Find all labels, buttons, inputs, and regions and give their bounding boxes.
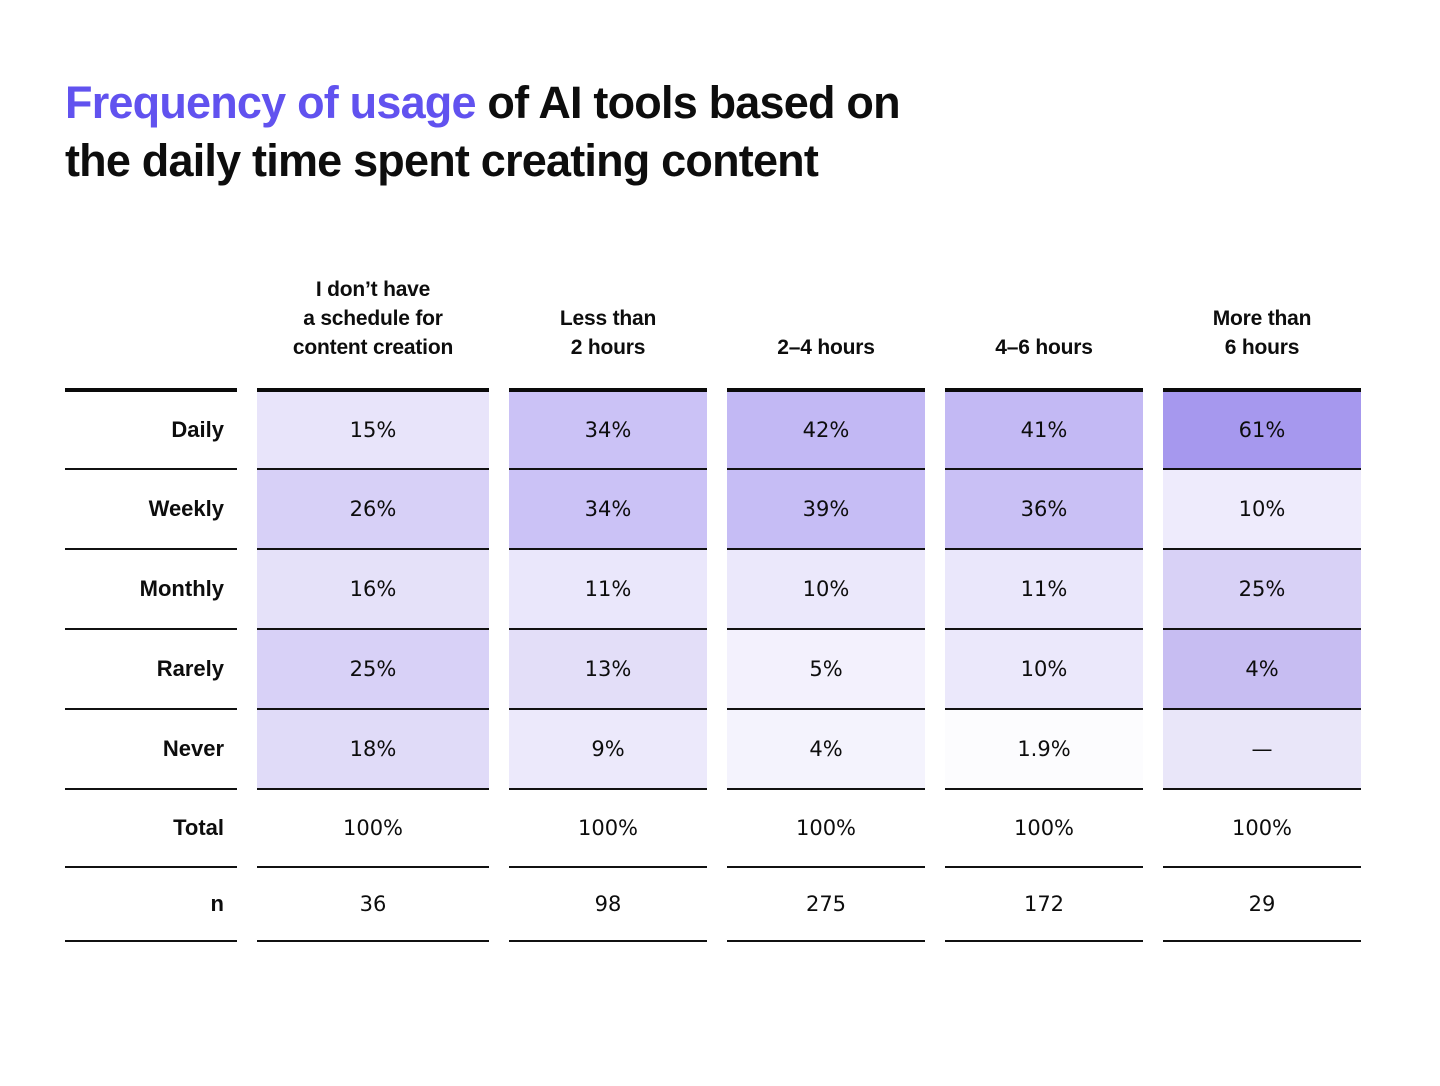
heatmap-cell: 42% [727, 388, 925, 468]
page-title: Frequency of usage of AI tools based on t… [65, 74, 901, 189]
column-header: I don’t have a schedule for content creati… [257, 250, 489, 388]
row-labels-column: Daily Weekly Monthly Rarely Never Total n [65, 250, 237, 942]
row-label: Daily [65, 388, 237, 468]
sample-size-cell: 98 [509, 866, 707, 940]
column-header-line: 4–6 hours [995, 336, 1093, 359]
row-label: Never [65, 708, 237, 788]
heatmap-cell: 1.9% [945, 708, 1143, 788]
heatmap-cell: 9% [509, 708, 707, 788]
row-label: Rarely [65, 628, 237, 708]
column-header-line: content creation [292, 336, 454, 359]
total-cell: 100% [257, 788, 489, 866]
heatmap-cell: 26% [257, 468, 489, 548]
heatmap-cell: 4% [1163, 628, 1361, 708]
title-highlight: Frequency of usage [65, 77, 477, 128]
column-header-line: a schedule for [303, 307, 443, 330]
column-header: More than 6 hours [1163, 250, 1361, 388]
sample-size-cell: 29 [1163, 866, 1361, 940]
heatmap-cell: — [1163, 708, 1361, 788]
heatmap-cell: 11% [945, 548, 1143, 628]
heatmap-cell: 36% [945, 468, 1143, 548]
row-label: Weekly [65, 468, 237, 548]
heatmap-cell: 25% [257, 628, 489, 708]
row-labels-header-spacer [65, 250, 237, 388]
total-cell: 100% [1163, 788, 1361, 866]
column-header-line: 2 hours [570, 336, 646, 359]
column-header-line: Less than [559, 307, 657, 330]
row-label: Total [65, 788, 237, 866]
heatmap-cell: 10% [945, 628, 1143, 708]
heatmap-cell: 10% [1163, 468, 1361, 548]
sample-size-cell: 275 [727, 866, 925, 940]
column-header-line: I don’t have [315, 278, 431, 301]
row-label: n [65, 866, 237, 940]
heatmap-cell: 25% [1163, 548, 1361, 628]
data-column: 2–4 hours 42% 39% 10% 5% 4% 100% 275 [727, 250, 925, 942]
heatmap-cell: 15% [257, 388, 489, 468]
total-cell: 100% [727, 788, 925, 866]
column-header: 4–6 hours [945, 250, 1143, 388]
heatmap-cell: 41% [945, 388, 1143, 468]
sample-size-cell: 36 [257, 866, 489, 940]
data-column: Less than 2 hours 34% 34% 11% 13% 9% 100% 98 [509, 250, 707, 942]
heatmap-cell: 34% [509, 388, 707, 468]
total-cell: 100% [509, 788, 707, 866]
total-cell: 100% [945, 788, 1143, 866]
heatmap-cell: 5% [727, 628, 925, 708]
column-header-line: 6 hours [1224, 336, 1300, 359]
data-column: More than 6 hours 61% 10% 25% 4% —100% 29 [1163, 250, 1361, 942]
heatmap-cell: 18% [257, 708, 489, 788]
sample-size-cell: 172 [945, 866, 1143, 940]
heatmap-cell: 11% [509, 548, 707, 628]
heatmap-cell: 16% [257, 548, 489, 628]
column-header-line: 2–4 hours [777, 336, 875, 359]
column-header: 2–4 hours [727, 250, 925, 388]
data-column: I don’t have a schedule for content creati… [257, 250, 489, 942]
column-header-line: More than [1212, 307, 1312, 330]
heatmap-cell: 4% [727, 708, 925, 788]
heatmap-cell: 10% [727, 548, 925, 628]
title-rest: of AI tools based on [475, 77, 900, 128]
data-column: 4–6 hours 41% 36% 11% 10% 1.9% 100% 172 [945, 250, 1143, 942]
heatmap-cell: 13% [509, 628, 707, 708]
heatmap-cell: 34% [509, 468, 707, 548]
title-line2: the daily time spent creating content [65, 134, 819, 186]
heatmap-cell: 61% [1163, 388, 1361, 468]
heatmap-table: Daily Weekly Monthly Rarely Never Total n I don… [65, 250, 1361, 942]
heatmap-cell: 39% [727, 468, 925, 548]
column-header: Less than 2 hours [509, 250, 707, 388]
row-label: Monthly [65, 548, 237, 628]
